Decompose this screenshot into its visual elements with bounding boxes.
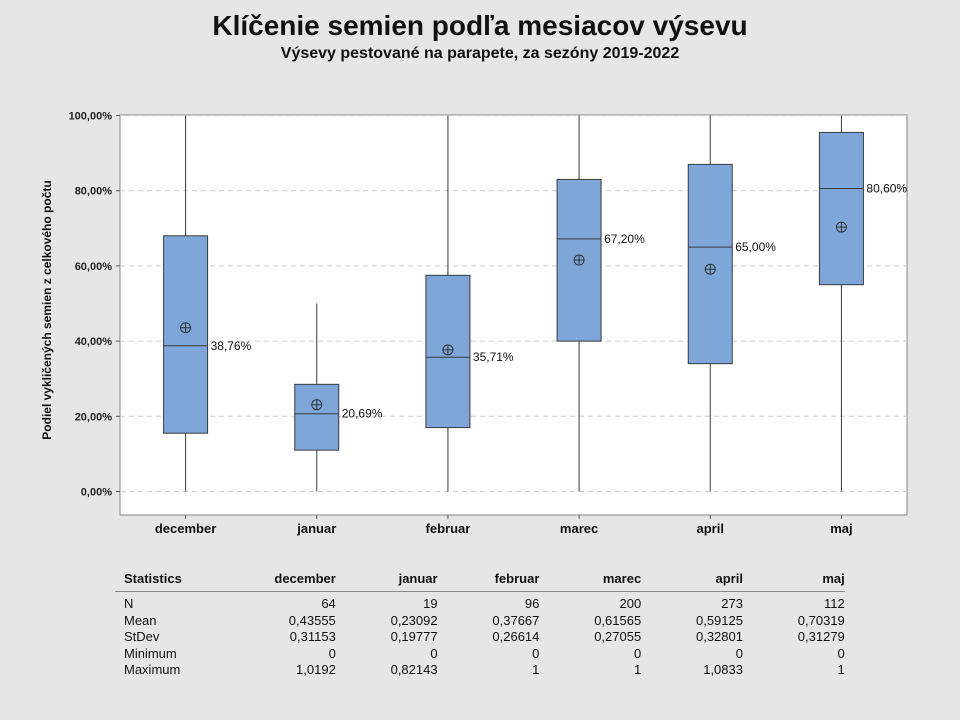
y-tick-label: 100,00%	[69, 111, 113, 123]
stats-row-label: Mean	[124, 612, 157, 628]
box-december	[163, 235, 209, 434]
stats-cell: december	[274, 571, 336, 586]
x-tick-label: februar	[426, 521, 471, 536]
stats-cell: 0,31279	[797, 629, 845, 644]
y-axis-label: Podiel vykličených semien z celkového po…	[40, 180, 54, 439]
stats-cell: 1,0192	[296, 662, 336, 677]
x-tick-label: april	[697, 521, 724, 536]
x-tick-label: marec	[560, 521, 598, 536]
y-tick-label: 60,00%	[75, 261, 113, 273]
stats-cell: 273	[721, 596, 743, 611]
stats-cell: 64	[321, 596, 336, 611]
stats-cell: 112	[824, 596, 845, 611]
stats-row-label: StDev	[124, 629, 160, 644]
stats-cell: marec	[602, 571, 642, 586]
stats-cell: 0	[328, 645, 336, 661]
y-tick-label: 40,00%	[75, 336, 113, 348]
box-januar	[294, 383, 340, 451]
stats-cell: 0,70319	[797, 612, 845, 628]
x-tick-label: januar	[296, 521, 336, 536]
stats-cell: 0,27055	[594, 629, 642, 644]
stats-cell: 1,0833	[703, 662, 743, 677]
y-tick-label: 80,00%	[75, 186, 113, 198]
stats-header-row: Statistics december januar februar marec apri…	[115, 566, 845, 592]
stats-cell: 200	[619, 596, 642, 611]
stats-row: Mean 0,43555 0,23092 0,37667 0,61565 0,59125 0…	[115, 613, 845, 630]
stats-cell: 0,61565	[594, 612, 642, 628]
chart-subtitle: Výsevy pestované na parapete, za sezóny …	[280, 45, 680, 62]
median-label: 35,71%	[473, 350, 514, 364]
stats-cell: 0,19777	[390, 629, 438, 644]
boxplot-chart: 0,00% 20,00% 40,00% 60,00% 80,00% 100,00% Podi…	[40, 111, 908, 536]
stats-cell: maj	[822, 571, 845, 586]
stats-cell: 0,23092	[390, 612, 438, 628]
stats-cell: januar	[398, 571, 438, 586]
y-tick-label: 20,00%	[75, 411, 113, 423]
chart-title: Klíčenie semien podľa mesiacov výsevu	[212, 10, 748, 41]
stats-cell: 0	[430, 645, 438, 661]
stats-cell: 96	[524, 596, 540, 611]
stats-cell: 19	[423, 596, 438, 611]
plot-area	[119, 114, 908, 516]
stats-row-label: Statistics	[124, 571, 182, 586]
median-label: 65,00%	[735, 240, 776, 254]
stats-cell: 0	[735, 645, 743, 661]
stats-cell: 0,59125	[695, 612, 743, 628]
stats-cell: februar	[494, 571, 540, 586]
stats-cell: 1	[837, 662, 845, 677]
stats-row-label: Maximum	[124, 662, 181, 677]
stats-cell: 0,26614	[492, 629, 540, 644]
stats-cell: 0,43555	[288, 612, 336, 628]
stats-cell: april	[715, 571, 743, 586]
stats-row: Maximum 1,0192 0,82143 1 1 1,0833 1	[115, 662, 845, 679]
stats-cell: 0	[633, 645, 642, 661]
median-label: 38,76%	[211, 339, 252, 353]
stats-row-label: Minimum	[124, 645, 177, 661]
statistics-table: Statistics december januar februar marec apri…	[115, 566, 845, 679]
y-tick-label: 0,00%	[81, 487, 112, 499]
box-maj	[818, 131, 864, 286]
stats-row: Minimum 0 0 0 0 0 0	[115, 646, 845, 663]
stats-cell: 0,31153	[289, 629, 336, 644]
x-tick-label: december	[155, 521, 216, 536]
stats-cell: 0	[532, 645, 540, 661]
stats-row: StDev 0,31153 0,19777 0,26614 0,27055 0,32801…	[115, 629, 845, 646]
median-label: 80,60%	[866, 181, 907, 195]
stats-cell: 0,82143	[390, 662, 438, 677]
stats-row: N 64 19 96 200 273 112	[115, 596, 845, 613]
stats-cell: 0,37667	[492, 612, 540, 628]
x-tick-label: maj	[830, 521, 852, 536]
stats-cell: 0,32801	[695, 629, 743, 644]
median-label: 67,20%	[604, 232, 645, 246]
stats-cell: 1	[532, 662, 540, 677]
stats-row-label: N	[124, 596, 134, 611]
stats-cell: 0	[837, 645, 845, 661]
stats-cell: 1	[633, 662, 642, 677]
median-label: 20,69%	[342, 407, 383, 421]
